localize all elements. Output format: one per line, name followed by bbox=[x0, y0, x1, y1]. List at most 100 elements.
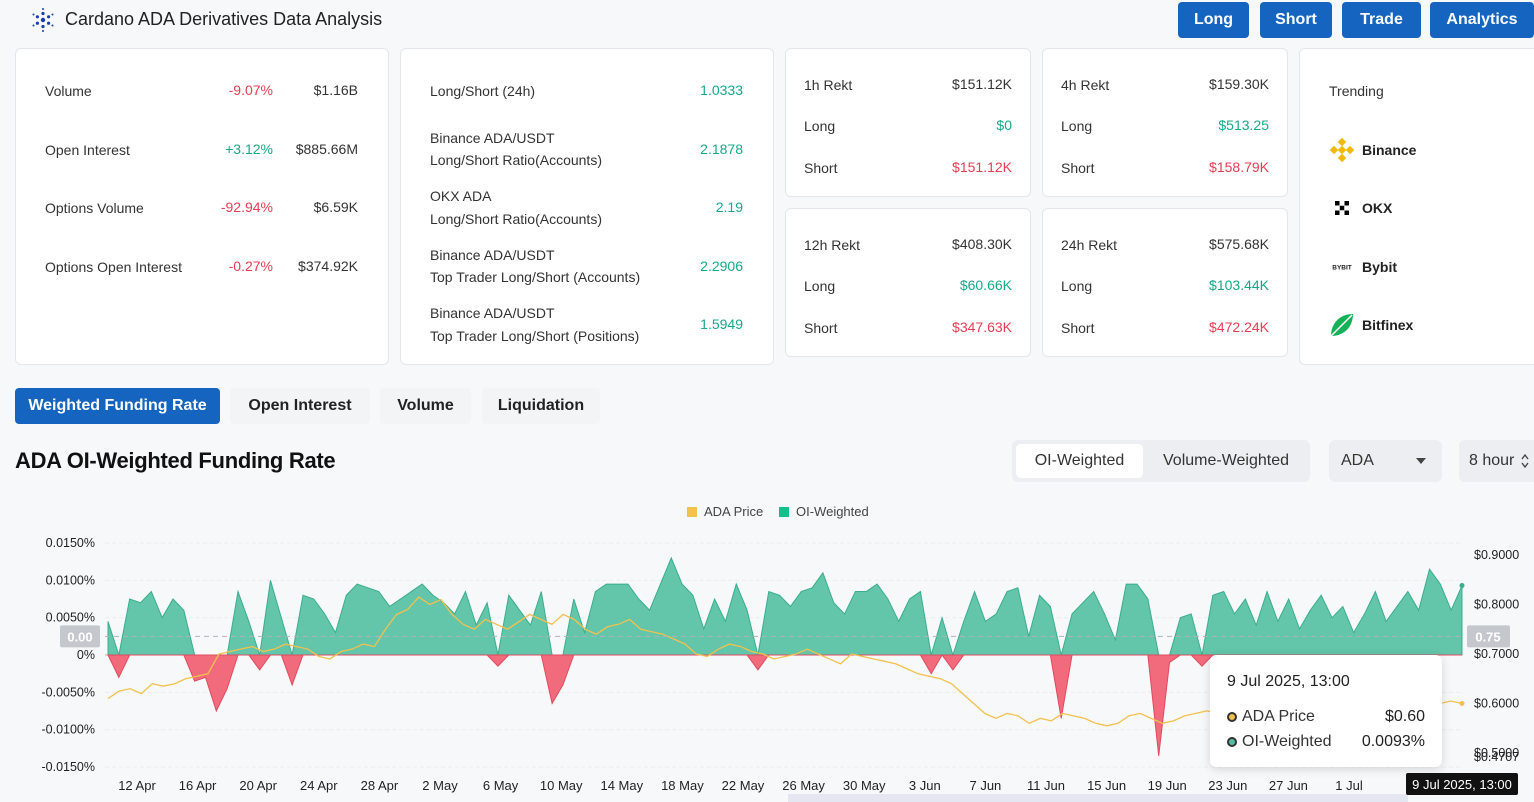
price-end-marker bbox=[1459, 701, 1465, 706]
interval-select[interactable]: 8 hour bbox=[1459, 440, 1534, 482]
legend-price-swatch bbox=[687, 507, 697, 517]
rekt-short-value: $347.63K bbox=[952, 319, 1012, 335]
ratio-value: 2.2906 bbox=[700, 258, 743, 274]
crosshair-right-value: 0.75 bbox=[1475, 629, 1500, 644]
overview-change: +3.12% bbox=[225, 141, 273, 157]
ratio-value: 1.5949 bbox=[700, 316, 743, 332]
tab-weighted-funding-rate[interactable]: Weighted Funding Rate bbox=[15, 388, 220, 424]
overview-value: $6.59K bbox=[313, 199, 358, 215]
app-title: Cardano ADA Derivatives Data Analysis bbox=[65, 9, 383, 29]
tooltip-oi-label: OI-Weighted bbox=[1242, 733, 1332, 750]
trending-title: Trending bbox=[1329, 83, 1384, 99]
x-tick-label: 30 May bbox=[843, 778, 886, 793]
trending-card: Trending bbox=[1299, 48, 1534, 365]
ratio-sub-label: Top Trader Long/Short (Positions) bbox=[430, 328, 640, 344]
ratio-value: 2.1878 bbox=[700, 141, 743, 157]
trending-item-binance[interactable]: Binance bbox=[1328, 136, 1416, 164]
ratio-sub-label: Long/Short Ratio(Accounts) bbox=[430, 211, 602, 227]
tooltip-date: 9 Jul 2025, 13:00 bbox=[1227, 673, 1350, 690]
trending-item-okx[interactable]: OKX bbox=[1328, 194, 1392, 222]
tooltip-price-label: ADA Price bbox=[1242, 708, 1315, 725]
trending-item-bitfinex[interactable]: Bitfinex bbox=[1328, 311, 1413, 339]
x-tick-label: 6 May bbox=[483, 778, 519, 793]
overview-label: Options Open Interest bbox=[45, 259, 182, 275]
trending-item-label: Binance bbox=[1362, 142, 1417, 158]
rekt-title: 4h Rekt bbox=[1061, 77, 1110, 93]
weighting-segmented-control: OI-Weighted Volume-Weighted bbox=[1012, 440, 1310, 482]
tooltip-price-row: ADA Price bbox=[1227, 708, 1315, 726]
rekt-short-label: Short bbox=[804, 320, 838, 336]
segment-oi-weighted[interactable]: OI-Weighted bbox=[1016, 444, 1143, 478]
rekt-short-label: Short bbox=[1061, 160, 1095, 176]
x-tick-label: 27 Jun bbox=[1269, 778, 1308, 793]
crosshair-left-badge bbox=[60, 625, 100, 648]
chart-range-scroller bbox=[788, 794, 1408, 802]
ratio-label: Binance ADA/USDT bbox=[430, 305, 555, 321]
overview-change: -0.27% bbox=[228, 258, 273, 274]
rekt-long-label: Long bbox=[1061, 278, 1093, 294]
x-tick-label: 24 Apr bbox=[300, 778, 338, 793]
x-tick-label: 22 May bbox=[722, 778, 765, 793]
rekt-long-value: $60.66K bbox=[959, 277, 1012, 293]
trending-item-bybit[interactable]: BYBIT Bybit bbox=[1328, 253, 1397, 281]
x-tick-label: 7 Jun bbox=[969, 778, 1001, 793]
svg-text:BYBIT: BYBIT bbox=[1332, 265, 1352, 272]
trending-item-label: OKX bbox=[1362, 200, 1393, 216]
legend-oi-swatch bbox=[779, 507, 789, 517]
nav-trade-button[interactable]: Trade bbox=[1342, 2, 1421, 38]
rekt-long-value: $513.25 bbox=[1218, 117, 1269, 133]
x-tick-label: 3 Jun bbox=[909, 778, 941, 793]
ratio-value: 2.19 bbox=[715, 199, 743, 215]
coin-select[interactable]: ADA bbox=[1329, 440, 1442, 482]
rekt-total: $159.30K bbox=[1209, 76, 1269, 92]
overview-value: $885.66M bbox=[295, 141, 358, 157]
x-axis-highlight-label: 9 Jul 2025, 13:00 bbox=[1406, 773, 1518, 795]
funding-rate-chart[interactable]: ADA Price OI-Weighted 0.0150% 0.0100% 0.0050… bbox=[0, 495, 1534, 802]
ratio-sub-label: Top Trader Long/Short (Accounts) bbox=[430, 269, 641, 285]
tab-open-interest[interactable]: Open Interest bbox=[230, 388, 370, 424]
x-tick-label: 19 Jun bbox=[1148, 778, 1187, 793]
rekt-title: 1h Rekt bbox=[804, 77, 853, 93]
y-left-tick-label: -0.0050% bbox=[41, 685, 95, 699]
rekt-total: $408.30K bbox=[952, 236, 1012, 252]
x-tick-label: 2 May bbox=[422, 778, 458, 793]
y-right-tick-label: $0.8000 bbox=[1474, 598, 1519, 612]
ratio-label: Binance ADA/USDT bbox=[430, 247, 555, 263]
nav-short-button[interactable]: Short bbox=[1260, 2, 1332, 38]
legend-price-label: ADA Price bbox=[704, 504, 763, 519]
cardano-logo-icon bbox=[32, 8, 54, 32]
rekt-24h-card: 24h Rekt $575.68K Long $103.44K Short $4… bbox=[1042, 208, 1288, 357]
nav-long-button[interactable]: Long bbox=[1178, 2, 1249, 38]
x-tick-label: 15 Jun bbox=[1087, 778, 1126, 793]
overview-change: -92.94% bbox=[220, 199, 273, 215]
oi-dot-icon bbox=[1227, 737, 1237, 747]
top-bar: Cardano ADA Derivatives Data Analysis Lo… bbox=[0, 0, 1534, 40]
rekt-long-label: Long bbox=[804, 278, 836, 294]
overview-card: Volume -9.07% $1.16B Open Interest +3.12… bbox=[15, 48, 389, 365]
rekt-12h-card: 12h Rekt $408.30K Long $60.66K Short $34… bbox=[785, 208, 1031, 357]
rekt-total: $575.68K bbox=[1209, 236, 1269, 252]
chart-title: ADA OI-Weighted Funding Rate bbox=[15, 448, 336, 473]
nav-analytics-button[interactable]: Analytics bbox=[1430, 2, 1534, 38]
x-tick-label: 26 May bbox=[782, 778, 825, 793]
rekt-short-label: Short bbox=[1061, 320, 1095, 336]
x-tick-label: 10 May bbox=[540, 778, 583, 793]
rekt-short-value: $151.12K bbox=[952, 159, 1012, 175]
crosshair-left-value: 0.00 bbox=[67, 629, 92, 644]
segment-volume-weighted[interactable]: Volume-Weighted bbox=[1163, 452, 1289, 469]
x-tick-label: 18 May bbox=[661, 778, 704, 793]
x-tick-label: 12 Apr bbox=[118, 778, 156, 793]
rekt-long-label: Long bbox=[804, 118, 836, 134]
ratio-label: Long/Short (24h) bbox=[430, 83, 536, 99]
tooltip-oi-value: 0.0093% bbox=[1361, 733, 1425, 750]
tab-volume[interactable]: Volume bbox=[380, 388, 471, 424]
x-tick-label: 20 Apr bbox=[239, 778, 277, 793]
tab-liquidation[interactable]: Liquidation bbox=[482, 388, 600, 424]
ratio-label: OKX ADA bbox=[430, 188, 492, 204]
crosshair-right-badge bbox=[1467, 625, 1510, 648]
overview-label: Options Volume bbox=[45, 200, 144, 216]
x-tick-label: 28 Apr bbox=[361, 778, 399, 793]
price-dot-icon bbox=[1227, 712, 1237, 722]
rekt-short-value: $472.24K bbox=[1209, 319, 1269, 335]
y-left-tick-label: 0.0100% bbox=[46, 573, 95, 587]
